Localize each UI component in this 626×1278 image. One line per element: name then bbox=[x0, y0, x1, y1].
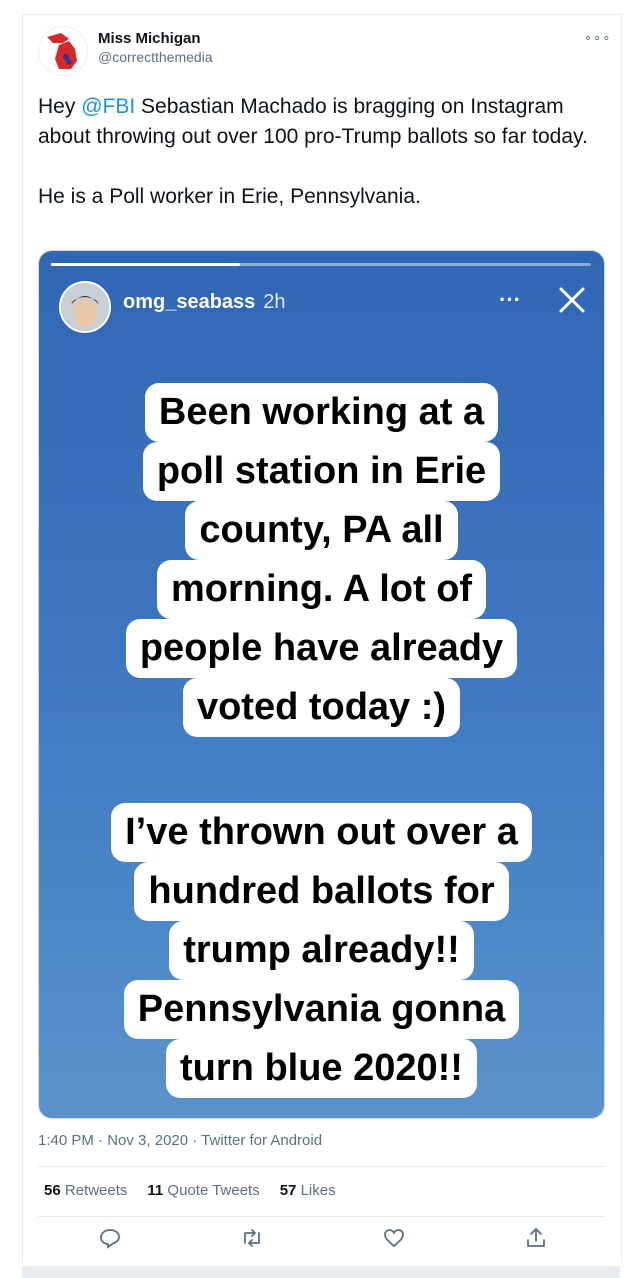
story-line: I’ve thrown out over a bbox=[111, 803, 532, 862]
story-line: hundred ballots for bbox=[134, 862, 509, 921]
story-line: people have already bbox=[125, 619, 518, 678]
story-progress-track bbox=[51, 263, 591, 266]
likes-count: 57 bbox=[279, 1182, 297, 1199]
quotes-label: Quote Tweets bbox=[167, 1182, 260, 1199]
tweet-stats: 56 Retweets 11 Quote Tweets 57 Likes bbox=[44, 1182, 336, 1199]
author-name[interactable]: Miss Michigan bbox=[98, 30, 201, 47]
story-line: trump already!! bbox=[169, 921, 474, 980]
likes-label: Likes bbox=[300, 1182, 336, 1199]
tweet-meta: 1:40 PM · Nov 3, 2020 · Twitter for Andr… bbox=[38, 1132, 323, 1149]
retweets-label: Retweets bbox=[64, 1182, 128, 1199]
story-line: county, PA all bbox=[185, 501, 458, 560]
tweet-date[interactable]: Nov 3, 2020 bbox=[107, 1132, 189, 1149]
michigan-map-icon bbox=[47, 33, 77, 69]
tweet-text-body: Sebastian Machado is bragging on Instagr… bbox=[38, 95, 588, 148]
story-user-avatar bbox=[59, 281, 111, 333]
story-username-text: omg_seabass bbox=[123, 291, 256, 313]
story-line: poll station in Erie bbox=[142, 442, 501, 501]
story-text-block-2: I’ve thrown out over a hundred ballots f… bbox=[39, 803, 604, 1098]
close-icon bbox=[559, 287, 585, 313]
story-text-block-1: Been working at a poll station in Erie c… bbox=[39, 383, 604, 737]
story-line: morning. A lot of bbox=[156, 560, 487, 619]
story-line: turn blue 2020!! bbox=[166, 1039, 477, 1098]
tweet-actions bbox=[38, 1226, 604, 1256]
story-more-icon: ··· bbox=[499, 287, 521, 312]
retweets-count: 56 bbox=[44, 1182, 61, 1199]
divider bbox=[38, 1166, 604, 1167]
retweets-stat[interactable]: 56 Retweets bbox=[44, 1182, 127, 1199]
divider bbox=[38, 1216, 604, 1217]
mention-link[interactable]: @FBI bbox=[81, 95, 136, 118]
story-progress-fill bbox=[51, 263, 240, 266]
tweet-text-second-paragraph: He is a Poll worker in Erie, Pennsylvani… bbox=[38, 185, 421, 208]
story-time: 2h bbox=[263, 291, 286, 313]
next-tweet-edge bbox=[22, 1266, 620, 1278]
tweet-time[interactable]: 1:40 PM bbox=[38, 1132, 94, 1149]
story-line: Pennsylvania gonna bbox=[123, 980, 520, 1039]
more-icon[interactable]: ∘∘∘ bbox=[584, 30, 612, 45]
likes-stat[interactable]: 57 Likes bbox=[280, 1182, 336, 1199]
quotes-count: 11 bbox=[147, 1182, 164, 1199]
story-image[interactable]: omg_seabass 2h ··· Been working at a poll… bbox=[38, 250, 605, 1119]
tweet-text-prefix: Hey bbox=[38, 95, 82, 118]
quotes-stat[interactable]: 11 Quote Tweets bbox=[147, 1182, 259, 1199]
author-handle[interactable]: @correctthemedia bbox=[98, 49, 213, 65]
share-icon[interactable] bbox=[524, 1226, 548, 1250]
retweet-icon[interactable] bbox=[240, 1226, 264, 1250]
story-username: omg_seabass 2h bbox=[123, 291, 286, 314]
tweet-source[interactable]: Twitter for Android bbox=[201, 1132, 323, 1149]
story-line: voted today :) bbox=[182, 678, 461, 737]
reply-icon[interactable] bbox=[98, 1226, 122, 1250]
author-avatar[interactable] bbox=[38, 26, 88, 76]
story-line: Been working at a bbox=[144, 383, 499, 442]
person-photo-icon bbox=[61, 283, 109, 331]
like-icon[interactable] bbox=[382, 1226, 406, 1250]
tweet-text: Hey @FBI Sebastian Machado is bragging o… bbox=[38, 92, 598, 212]
